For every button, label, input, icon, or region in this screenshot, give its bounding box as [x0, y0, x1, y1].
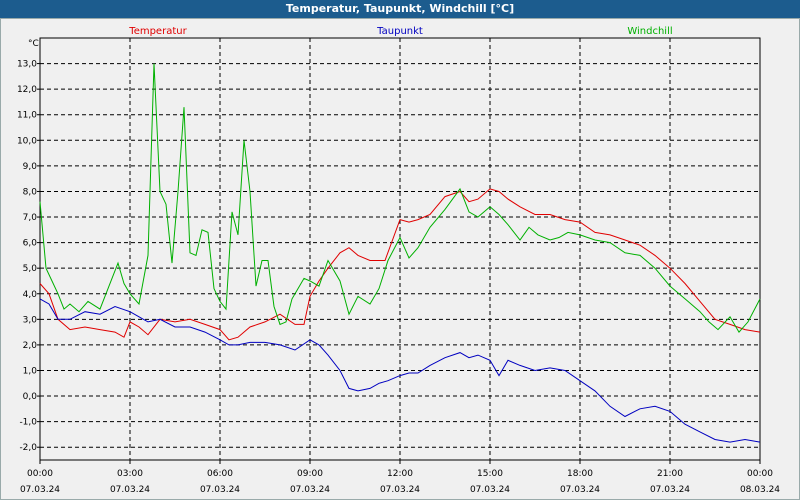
x-axis-ticks: 00:00 07.03.24 03:00 07.03.24 06:00 07.03.24 0… [20, 460, 780, 495]
x-tick-date-label: 07.03.24 [290, 485, 330, 495]
y-tick-label: 0,0 [23, 392, 38, 402]
legend-windchill: Windchill [627, 26, 672, 37]
y-tick-label: 4,0 [23, 290, 38, 300]
y-tick-label: 8,0 [23, 187, 38, 197]
y-tick-label: -1,0 [19, 418, 37, 428]
x-tick-time-label: 09:00 [297, 469, 323, 479]
x-tick-time-label: 18:00 [567, 469, 593, 479]
x-tick-time-label: 12:00 [387, 469, 413, 479]
x-tick-date-label: 07.03.24 [650, 485, 690, 495]
x-tick-time-label: 15:00 [477, 469, 503, 479]
y-tick-label: -2,0 [19, 443, 37, 453]
x-tick-date-label: 07.03.24 [200, 485, 240, 495]
x-tick-date-label: 08.03.24 [740, 485, 780, 495]
y-tick-label: 5,0 [23, 264, 38, 274]
y-tick-label: 7,0 [23, 213, 38, 223]
y-tick-label: 9,0 [23, 162, 38, 172]
y-tick-label: 12,0 [17, 85, 37, 95]
x-tick-time-label: 00:00 [27, 469, 53, 479]
series-line-temperatur [39, 188, 761, 341]
y-tick-label: 13,0 [17, 60, 37, 70]
legend-taupunkt: Taupunkt [376, 26, 423, 37]
x-tick-date-label: 07.03.24 [560, 485, 600, 495]
x-tick-time-label: 03:00 [117, 469, 143, 479]
y-unit-label: °C [28, 39, 39, 49]
chart-title: Temperatur, Taupunkt, Windchill [°C] [0, 0, 800, 18]
y-tick-label: 10,0 [17, 136, 37, 146]
series-line-windchill [39, 63, 761, 333]
y-axis-ticks: -2,0 -1,0 0,0 1,0 2,0 3,0 4,0 5,0 6,0 7,0 8,0 9,0 10… [17, 60, 40, 453]
x-tick-date-label: 07.03.24 [380, 485, 420, 495]
x-tick-time-label: 06:00 [207, 469, 233, 479]
series-line-taupunkt [39, 298, 761, 443]
y-tick-label: 2,0 [23, 341, 38, 351]
y-tick-label: 3,0 [23, 315, 38, 325]
legend: Temperatur Taupunkt Windchill [128, 26, 672, 37]
y-tick-label: 1,0 [23, 366, 38, 376]
legend-temperatur: Temperatur [128, 26, 187, 37]
x-tick-time-label: 00:00 [747, 469, 773, 479]
y-tick-label: 11,0 [17, 111, 37, 121]
x-tick-date-label: 07.03.24 [470, 485, 510, 495]
x-tick-date-label: 07.03.24 [110, 485, 150, 495]
x-tick-date-label: 07.03.24 [20, 485, 60, 495]
x-tick-time-label: 21:00 [657, 469, 683, 479]
series-lines [39, 63, 761, 443]
y-tick-label: 6,0 [23, 239, 38, 249]
